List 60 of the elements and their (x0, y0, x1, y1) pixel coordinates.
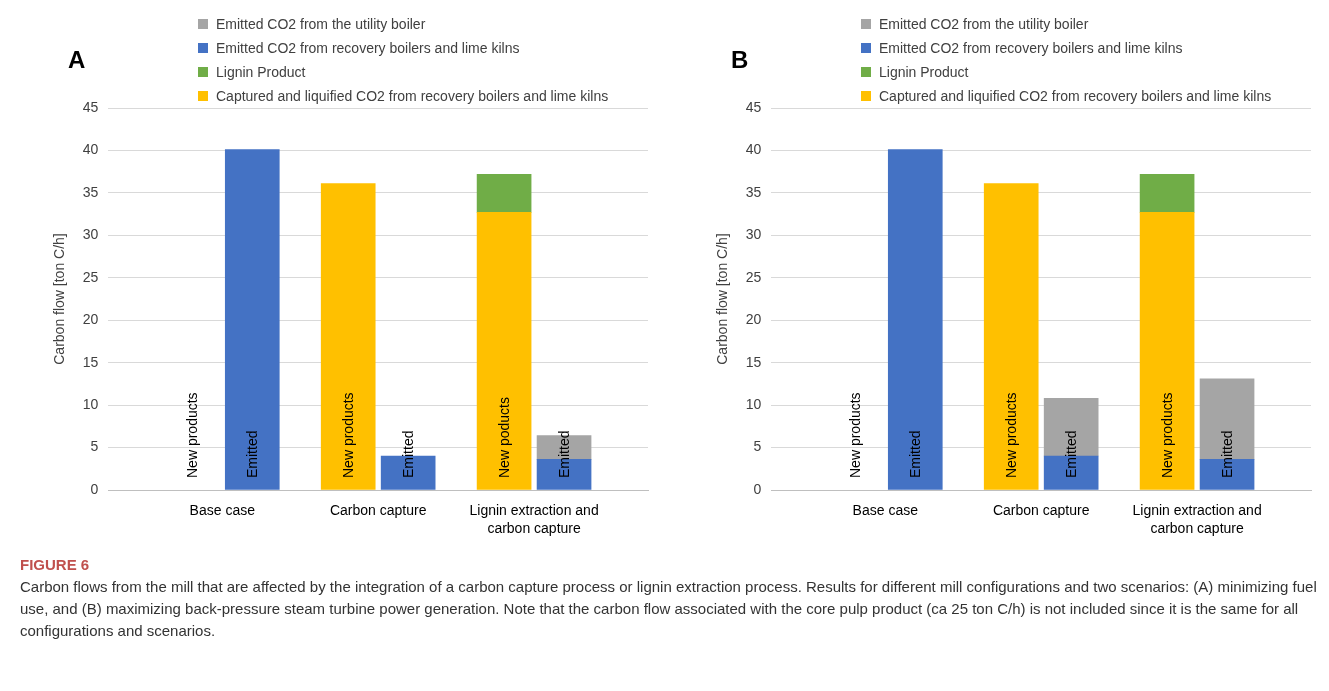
legend-label: Captured and liquified CO2 from recovery boilers and lime kilns (879, 88, 1272, 104)
legend-label: Emitted CO2 from the utility boiler (216, 16, 426, 32)
chart-title: B (731, 46, 749, 74)
x-tick-label: Emitted (244, 430, 261, 478)
x-tick-label: Emitted (1063, 430, 1080, 478)
text: Lignin extraction and carbon capture (1132, 501, 1262, 536)
y-tick-label: 5 (753, 438, 762, 455)
y-axis-title: Carbon flow [ton C/h] (51, 233, 68, 365)
x-tick-label: Emitted (556, 430, 573, 478)
y-tick-label: 20 (82, 311, 99, 328)
y-tick-label: 15 (82, 353, 99, 370)
y-tick-label: 35 (745, 183, 762, 200)
text: Base case (189, 501, 256, 518)
y-tick-label: 0 (90, 480, 99, 497)
x-tick-label: Emitted (907, 430, 924, 478)
x-tick-label: Emitted (1219, 430, 1236, 478)
text: Carbon capture (992, 501, 1090, 518)
bar (1139, 212, 1195, 490)
x-tick-label: New products (1159, 392, 1176, 478)
x-tick-label: New products (1003, 392, 1020, 478)
bar (224, 149, 280, 490)
y-tick-label: 30 (82, 226, 99, 243)
bar (320, 183, 376, 490)
legend-label: Emitted CO2 from the utility boiler (879, 16, 1089, 32)
y-tick-label: 30 (745, 226, 762, 243)
x-tick-label: New poducts (496, 397, 513, 478)
y-tick-label: 15 (745, 353, 762, 370)
bar (476, 173, 532, 213)
y-tick-label: 25 (82, 268, 99, 285)
y-tick-label: 10 (745, 395, 762, 412)
y-tick-label: 45 (745, 98, 762, 115)
y-tick-label: 0 (753, 480, 762, 497)
legend-label: Emitted CO2 from recovery boilers and lime kilns (216, 40, 520, 56)
x-tick-label: New products (184, 392, 201, 478)
y-tick-label: 10 (82, 395, 99, 412)
y-tick-label: 40 (82, 141, 99, 158)
x-tick-label: Emitted (400, 430, 417, 478)
legend-label: Lignin Product (879, 64, 969, 80)
text: Lignin extraction and carbon capture (469, 501, 599, 536)
y-tick-label: 20 (745, 311, 762, 328)
y-axis-title: Carbon flow [ton C/h] (714, 233, 731, 365)
y-tick-label: 45 (82, 98, 99, 115)
bar (476, 212, 532, 490)
bar (983, 183, 1039, 490)
legend-label: Emitted CO2 from recovery boilers and lime kilns (879, 40, 1183, 56)
caption: FIGURE 6 (20, 555, 91, 575)
y-tick-label: 40 (745, 141, 762, 158)
text: Base case (852, 501, 919, 518)
text: Carbon flows from the mill that are affected by the integration of a carbon capture process or lignin extraction process. Results for different mill configurations and two scenarios: (A) minimizing fuel use, and (B) maximizing back-pressure steam turbine power generation. Note that the carbon flow associated with the core pulp product (ca 25 ton C/h) is not included since it is the same for all configurations and scenarios. (20, 577, 1318, 641)
y-tick-label: 35 (82, 183, 99, 200)
bar (1139, 173, 1195, 213)
y-tick-label: 25 (745, 268, 762, 285)
chart-title: A (68, 46, 86, 74)
legend-label: Captured and liquified CO2 from recovery boilers and lime kilns (216, 88, 609, 104)
x-tick-label: New products (340, 392, 357, 478)
bar (887, 149, 943, 490)
text: Carbon capture (329, 501, 427, 518)
x-tick-label: New products (847, 392, 864, 478)
y-tick-label: 5 (90, 438, 99, 455)
legend-label: Lignin Product (216, 64, 306, 80)
